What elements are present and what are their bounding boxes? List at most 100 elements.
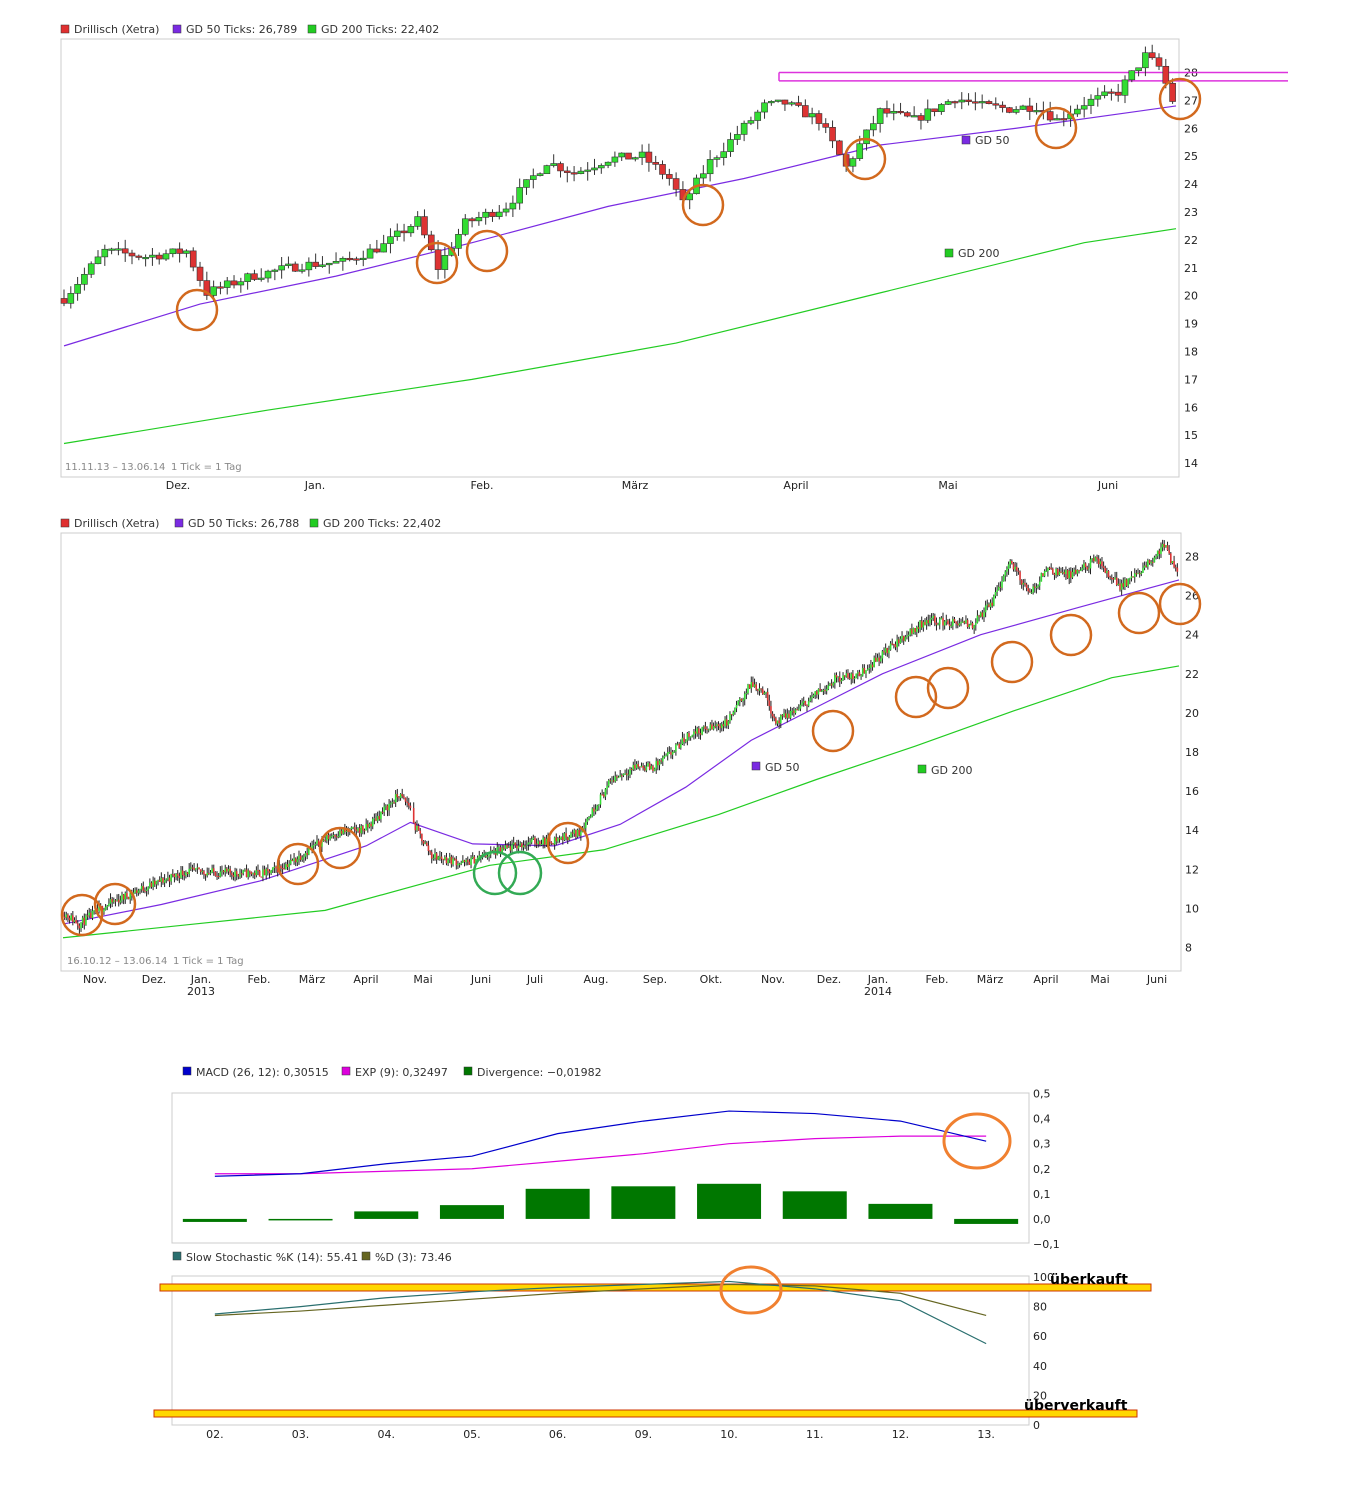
candle-body [580,831,582,836]
candle-body [298,855,300,860]
candle-body [424,842,426,844]
candle-body [634,765,636,769]
candle-body [815,113,823,124]
candle-body [134,890,136,893]
gd50-marker [961,135,971,145]
candle-body [353,827,356,830]
candle-body [1074,108,1081,115]
candle-body [902,635,905,641]
candle-body [194,868,197,870]
candle-body [1006,107,1013,113]
candle-body [368,823,371,828]
candle-body [594,809,597,812]
candle-body [271,867,274,871]
y-tick-label: 14 [1184,457,1198,470]
candle-body [337,836,340,838]
candle-body [301,857,304,860]
candle-body [212,868,215,872]
candle-body [1120,583,1123,590]
candle-body [1011,560,1013,564]
candle-body [1145,565,1148,567]
candle-body [870,664,872,669]
candle-body [439,856,441,858]
candle-body [263,869,266,876]
candle-body [675,744,677,752]
candle-body [953,619,956,622]
legend-swatch [60,24,70,34]
candle-body [135,890,138,893]
candle-body [997,586,1000,590]
x-month-label: Dez. [166,479,191,492]
candle-body [375,818,377,821]
candle-body [1125,579,1128,586]
candle-body [204,874,207,876]
candle-body [897,639,900,644]
candle-body [512,842,515,845]
candle-body [860,675,862,677]
candle-body [265,868,268,876]
candle-body [784,713,787,718]
candle-body [917,627,920,629]
candle-body [837,676,839,678]
candle-body [1019,571,1021,581]
candle-body [176,248,183,254]
candle-body [400,230,408,234]
touch-circle [93,882,137,926]
candle-body [104,906,107,910]
candle-body [563,170,571,173]
candle-body [524,845,526,847]
legend-label: GD 200 Ticks: 22,402 [321,23,439,36]
candle-body [86,915,89,917]
candle-body [798,708,800,710]
candle-body [321,840,323,847]
candle-body [665,755,667,757]
candle-body [412,808,415,824]
candle-body [931,108,938,112]
candle-body [589,816,592,818]
y-tick-label: 60 [1033,1330,1047,1343]
candle-body [163,879,166,883]
candle-body [288,863,290,867]
x-month-label: Mai [938,479,957,492]
candle-body [558,838,561,840]
candle-body [432,857,435,859]
candle-body [950,625,953,627]
candle-body [915,627,918,632]
candle-body [781,715,784,717]
candle-body [407,226,415,234]
candle-body [693,731,695,735]
candle-body [753,684,756,687]
candle-body [948,624,951,627]
x-month-label: Jan. [867,973,888,986]
candle-body [602,794,605,797]
candle-body [604,161,612,166]
candle-body [196,867,199,869]
candle-body [1076,569,1079,574]
candle-body [873,657,875,668]
candle-body [162,878,164,883]
candle-body [502,208,510,213]
candle-body [799,704,802,709]
candle-body [373,818,376,820]
candle-body [876,657,879,662]
candle-body [817,688,820,695]
candle-body [169,248,177,255]
candle-body [434,249,442,270]
candle-body [440,856,443,859]
touch-circle [1034,106,1078,150]
candle-body [219,871,222,877]
candle-body [557,838,559,842]
candle-body [568,836,571,840]
x-month-label: Aug. [584,973,609,986]
candle-body [380,811,382,820]
sma200-line [63,228,1177,445]
candle-body [879,658,882,662]
candle-body [670,751,672,755]
legend-swatch [174,518,184,528]
candle-body [553,837,556,845]
candle-body [843,675,846,677]
candle-body [985,101,993,104]
x-day-label: 10. [720,1428,738,1441]
candle-body [168,877,171,882]
candle-body [806,705,808,707]
